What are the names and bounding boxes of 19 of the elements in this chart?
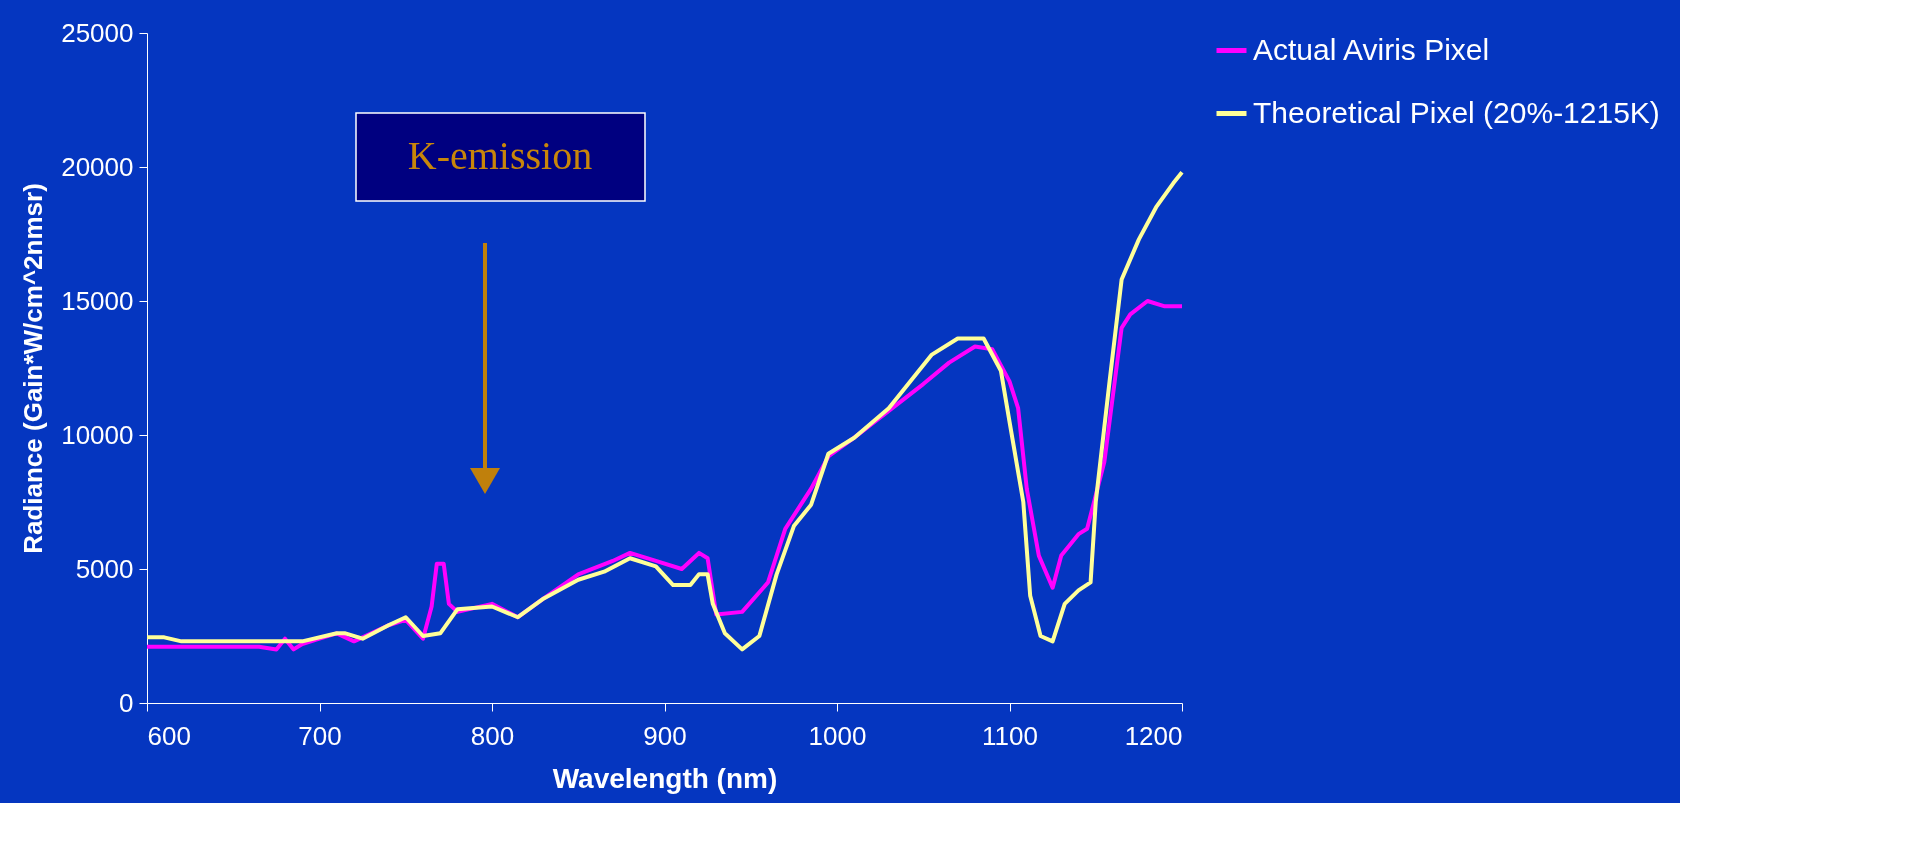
x-tick-label: 700	[298, 720, 342, 751]
y-tick-label: 25000	[61, 17, 134, 48]
y-tick-label: 10000	[61, 419, 134, 450]
y-tick-label: 15000	[61, 285, 134, 316]
x-tick-label: 800	[470, 720, 515, 751]
x-tick-label: 600	[147, 720, 191, 751]
x-tick-label: 900	[643, 720, 687, 751]
x-tick-label: 1200	[1124, 720, 1183, 751]
y-tick-label: 20000	[61, 151, 134, 182]
y-tick-label: 0	[119, 687, 134, 718]
legend-label: Actual Aviris Pixel	[1253, 32, 1490, 66]
x-tick-label: 1000	[808, 720, 867, 751]
legend-label: Theoretical Pixel (20%-1215K)	[1253, 95, 1660, 129]
y-tick-label: 5000	[75, 553, 134, 584]
y-axis-title: Radiance (Gain*W/cm^2nmsr)	[18, 183, 49, 554]
x-axis-title: Wavelength (nm)	[552, 762, 778, 794]
x-tick-label: 1100	[982, 720, 1038, 751]
annotation: K-emission	[407, 133, 593, 178]
line-series	[145, 170, 1184, 652]
